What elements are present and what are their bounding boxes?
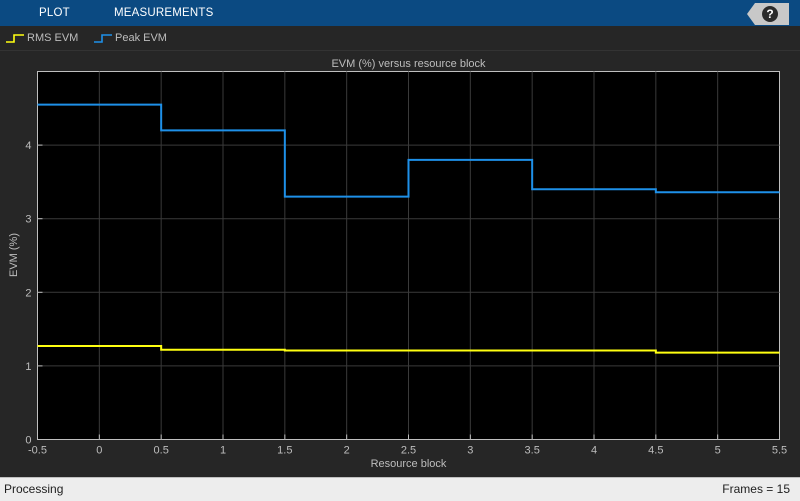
y-tick-label: 4 [25, 140, 31, 152]
x-tick-label: 2 [344, 445, 350, 457]
legend: RMS EVM Peak EVM [0, 26, 800, 51]
legend-item-rms-evm[interactable]: RMS EVM [5, 31, 85, 45]
x-tick-label: 2.5 [401, 445, 416, 457]
series-line-rms-evm [37, 345, 780, 354]
legend-item-peak-evm[interactable]: Peak EVM [93, 31, 173, 45]
x-tick-label: 3 [467, 445, 473, 457]
status-bar: Processing Frames = 15 [0, 477, 800, 501]
x-axis-label: Resource block [371, 458, 447, 470]
x-tick-label: 0.5 [154, 445, 169, 457]
series-layer [37, 103, 780, 354]
y-axis-label: EVM (%) [8, 233, 20, 277]
y-tick-label: 3 [25, 214, 31, 226]
legend-label-peak-evm: Peak EVM [115, 32, 167, 44]
evm-chart: EVM (%) versus resource block -0.5 0 0.5 1 1… [8, 58, 787, 470]
x-tick-label: 1.5 [277, 445, 292, 457]
x-tick-label: 4.5 [648, 445, 663, 457]
peak-evm-legend-icon [94, 34, 112, 43]
series-line-peak-evm [37, 103, 780, 198]
x-tick-label: -0.5 [28, 445, 47, 457]
x-tick-label: 4 [591, 445, 597, 457]
x-tick-label: 0 [96, 445, 102, 457]
frame-counter: Frames = 15 [722, 482, 790, 496]
grid [37, 71, 780, 440]
help-icon: ? [762, 6, 778, 22]
tab-plot[interactable]: PLOT [39, 7, 70, 19]
x-tick-label: 3.5 [525, 445, 540, 457]
legend-label-rms-evm: RMS EVM [27, 32, 79, 44]
y-tick-label: 1 [25, 361, 31, 373]
y-tick-label: 0 [25, 435, 31, 447]
x-tick-label: 5 [715, 445, 721, 457]
tab-measurements[interactable]: MEASUREMENTS [114, 7, 214, 19]
chart-title: EVM (%) versus resource block [331, 58, 486, 70]
help-button[interactable]: ? [747, 3, 789, 25]
rms-evm-legend-icon [6, 34, 24, 43]
y-tick-label: 2 [25, 287, 31, 299]
toolstrip: PLOT MEASUREMENTS ? [0, 0, 800, 26]
status-text: Processing [4, 482, 64, 496]
x-tick-label: 1 [220, 445, 226, 457]
x-tick-label: 5.5 [772, 445, 787, 457]
